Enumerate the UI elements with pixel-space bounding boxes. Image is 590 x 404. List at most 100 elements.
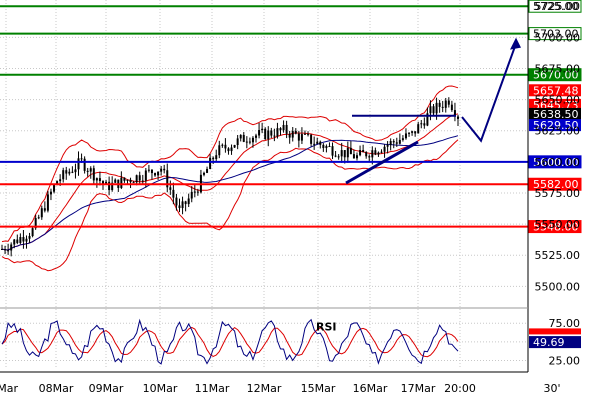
candle-body bbox=[313, 143, 316, 145]
candle-body bbox=[432, 106, 435, 114]
candle-body bbox=[426, 113, 429, 126]
bollinger-lower-band bbox=[1, 139, 459, 272]
candle-body bbox=[261, 128, 264, 131]
candle-body bbox=[224, 144, 227, 149]
x-tick-label: 10Mar bbox=[143, 382, 178, 395]
axis-labels: Mar 08Mar 09Mar 10Mar 11Mar 12Mar 15Mar 16Mar 17… bbox=[0, 0, 580, 395]
y-tick-label: 5625.00 bbox=[535, 125, 581, 138]
x-tick-label: 17Mar bbox=[401, 382, 436, 395]
level-tag-label: 5725.00 bbox=[533, 0, 579, 13]
candle-body bbox=[212, 157, 215, 160]
candle-body bbox=[129, 179, 132, 183]
candle-body bbox=[337, 156, 340, 158]
candle-body bbox=[209, 157, 212, 169]
x-tick-label: 12Mar bbox=[247, 382, 282, 395]
candle-body bbox=[190, 191, 193, 199]
candle-body bbox=[297, 133, 300, 141]
candle-body bbox=[105, 181, 108, 185]
candle-body bbox=[172, 189, 175, 198]
candle-body bbox=[126, 179, 129, 181]
candle-body bbox=[123, 177, 126, 181]
y-tick-label: 5675.00 bbox=[535, 62, 581, 75]
candle-body bbox=[441, 106, 444, 108]
candle-body bbox=[411, 131, 414, 133]
bollinger-middle-band bbox=[1, 113, 459, 251]
candle-body bbox=[150, 169, 153, 174]
candle-body bbox=[316, 141, 319, 144]
candle-body bbox=[447, 100, 450, 105]
candle-body bbox=[184, 201, 187, 205]
candle-body bbox=[346, 147, 349, 158]
candle-body bbox=[77, 158, 80, 170]
candle-body bbox=[389, 141, 392, 145]
candle-body bbox=[408, 132, 411, 134]
candle-body bbox=[368, 156, 371, 158]
candle-body bbox=[221, 144, 224, 146]
candle-body bbox=[34, 218, 37, 229]
candle-body bbox=[251, 137, 254, 143]
candle-body bbox=[202, 172, 205, 175]
candle-body bbox=[227, 148, 230, 152]
x-tick-label: 09Mar bbox=[89, 382, 124, 395]
candle-body bbox=[264, 128, 267, 139]
candle-body bbox=[175, 197, 178, 206]
price-tag bbox=[529, 98, 581, 111]
candle-body bbox=[7, 250, 10, 252]
x-tick-label: 16Mar bbox=[353, 382, 388, 395]
candle-body bbox=[282, 124, 285, 131]
candle-body bbox=[83, 158, 86, 171]
annotation-drawings bbox=[345, 37, 521, 185]
x-tick-label: 20:00 bbox=[444, 382, 476, 395]
candle-body bbox=[28, 236, 31, 239]
candle-body bbox=[319, 141, 322, 145]
rsi-tick-label: 75.00 bbox=[549, 317, 581, 330]
candle-body bbox=[59, 179, 62, 182]
candle-body bbox=[386, 144, 389, 147]
candle-body bbox=[157, 171, 160, 176]
candle-body bbox=[1, 248, 3, 250]
moving-average-line bbox=[1, 135, 459, 251]
candle-body bbox=[13, 239, 16, 245]
candle-body bbox=[154, 173, 157, 176]
candlestick-series bbox=[1, 97, 459, 257]
candle-body bbox=[68, 171, 71, 174]
level-tag bbox=[528, 177, 582, 191]
candle-body bbox=[429, 106, 432, 114]
level-tag-label: 5600.00 bbox=[533, 156, 579, 169]
candle-body bbox=[285, 124, 288, 134]
y-tick-label: 5500.00 bbox=[535, 280, 581, 293]
price-tag-label: 5638.50 bbox=[533, 108, 579, 121]
y-tick-label: 5600.00 bbox=[535, 156, 581, 169]
candle-body bbox=[74, 169, 77, 173]
candle-body bbox=[435, 102, 438, 114]
candle-body bbox=[135, 175, 138, 183]
candle-body bbox=[288, 133, 291, 138]
candle-body bbox=[414, 131, 417, 134]
candle-body bbox=[160, 168, 163, 172]
candle-body bbox=[279, 128, 282, 131]
level-tag bbox=[528, 27, 582, 41]
candle-body bbox=[92, 168, 95, 181]
candle-body bbox=[111, 182, 114, 191]
candle-body bbox=[101, 181, 104, 185]
candle-body bbox=[423, 123, 426, 126]
price-tag bbox=[529, 119, 581, 132]
candle-body bbox=[276, 128, 279, 137]
candle-body bbox=[377, 152, 380, 155]
candle-body bbox=[46, 194, 49, 211]
bollinger-bands bbox=[1, 85, 459, 272]
x-tick-label: 11Mar bbox=[195, 382, 230, 395]
candle-body bbox=[120, 177, 123, 188]
candle-body bbox=[331, 146, 334, 156]
y-tick-label: 5525.00 bbox=[535, 249, 581, 262]
candle-body bbox=[206, 168, 209, 173]
candle-body bbox=[86, 170, 89, 172]
y-tick-label: 5700.00 bbox=[535, 31, 581, 44]
candle-body bbox=[404, 133, 407, 139]
rsi-tag-label: 49.69 bbox=[533, 336, 565, 349]
x-tick-label: 08Mar bbox=[39, 382, 74, 395]
level-tag bbox=[528, 155, 582, 169]
candle-body bbox=[230, 147, 233, 152]
candle-body bbox=[4, 249, 7, 251]
candle-body bbox=[401, 138, 404, 140]
